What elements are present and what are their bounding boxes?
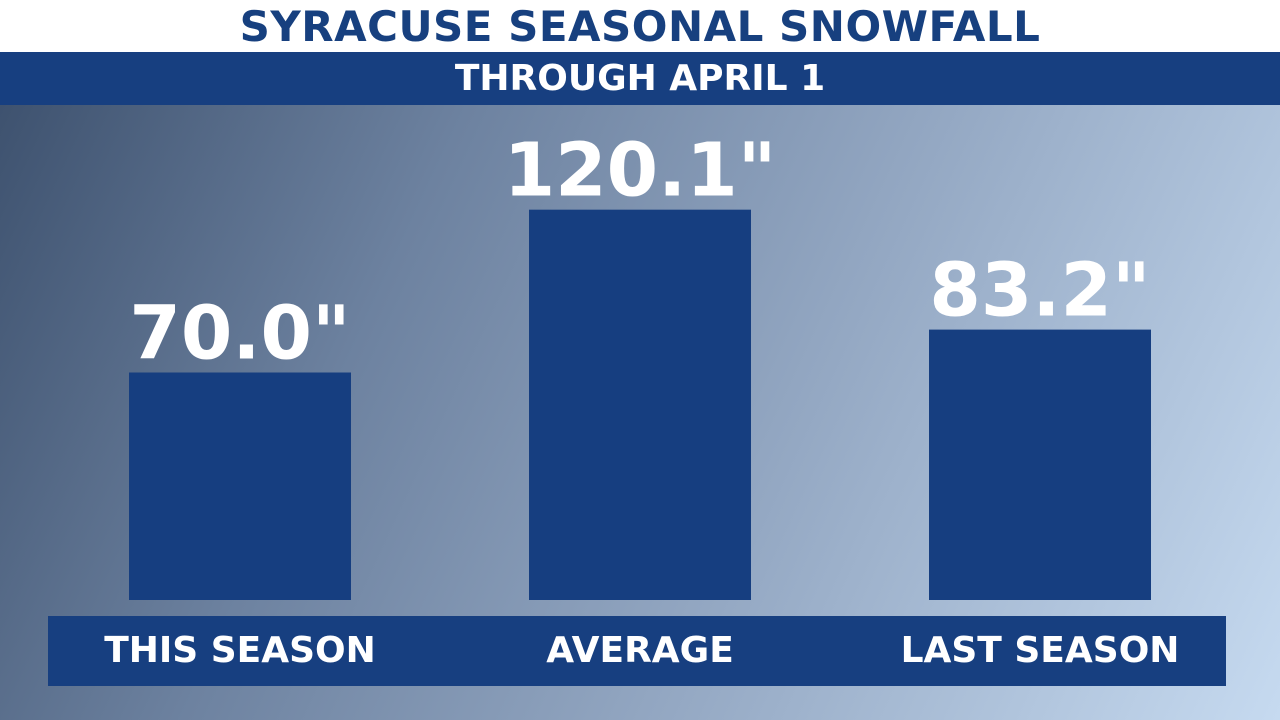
chart-subtitle: THROUGH APRIL 1: [454, 58, 826, 99]
value-label-last-season: 83.2": [929, 248, 1150, 334]
value-label-this-season: 70.0": [129, 291, 350, 377]
category-label-this-season: THIS SEASON: [104, 630, 376, 671]
chart-title: SYRACUSE SEASONAL SNOWFALL: [239, 2, 1041, 51]
bar-this-season: [129, 372, 351, 600]
category-label-average: AVERAGE: [546, 630, 734, 671]
bar-last-season: [929, 329, 1151, 600]
category-label-last-season: LAST SEASON: [900, 630, 1180, 671]
bar-average: [529, 209, 751, 601]
category-label-bar: THIS SEASON AVERAGE LAST SEASON: [48, 616, 1226, 686]
value-label-average: 120.1": [504, 128, 777, 214]
subtitle-bar: THROUGH APRIL 1: [0, 52, 1280, 105]
title-band: SYRACUSE SEASONAL SNOWFALL: [0, 0, 1280, 52]
